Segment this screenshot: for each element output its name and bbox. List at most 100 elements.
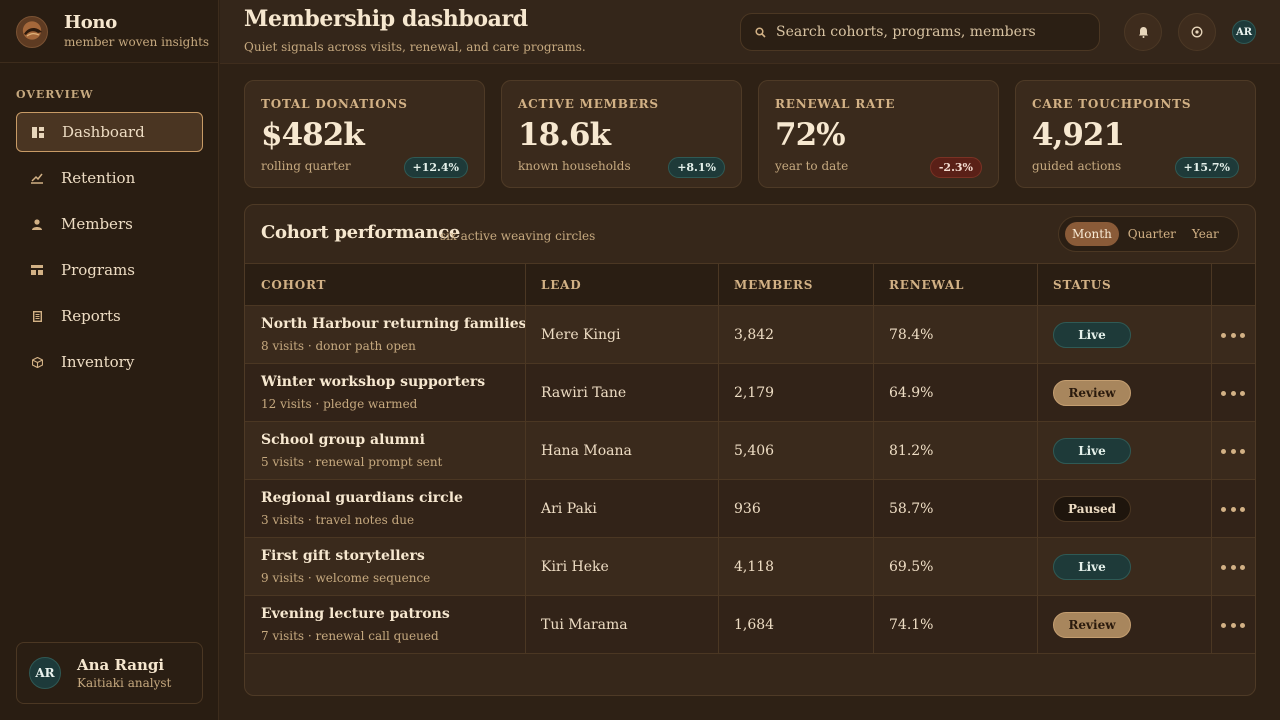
column-header-lead[interactable]: LEAD	[541, 277, 582, 292]
sidebar-divider	[0, 62, 219, 63]
stat-card-members[interactable]: ACTIVE MEMBERS 18.6k known households +8…	[501, 80, 742, 188]
bell-icon	[1138, 23, 1149, 42]
status-badge: Live	[1053, 322, 1131, 348]
sidebar-item-reports[interactable]: Reports	[16, 296, 203, 336]
help-button[interactable]	[1178, 13, 1216, 51]
cohort-renewal: 64.9%	[889, 385, 934, 401]
stat-card-touchpoints[interactable]: CARE TOUCHPOINTS 4,921 guided actions +1…	[1015, 80, 1256, 188]
period-year-button[interactable]: Year	[1191, 227, 1219, 241]
stat-note: known households	[518, 159, 631, 173]
page-subtitle: Quiet signals across visits, renewal, an…	[244, 40, 586, 54]
stat-value: 18.6k	[518, 117, 611, 153]
more-options-icon[interactable]	[1221, 442, 1245, 460]
cohort-meta: 9 visits · welcome sequence	[261, 571, 431, 585]
stat-delta-badge: +12.4%	[403, 157, 468, 178]
more-options-icon[interactable]	[1221, 558, 1245, 576]
search-icon	[755, 23, 766, 42]
brand-tagline: member woven insights	[64, 35, 210, 49]
column-header-members[interactable]: MEMBERS	[734, 277, 814, 292]
sidebar-item-members[interactable]: Members	[16, 204, 203, 244]
dashboard-icon	[31, 125, 45, 139]
cohort-lead: Kiri Heke	[541, 559, 609, 575]
stat-delta-badge: +15.7%	[1174, 157, 1239, 178]
table-row[interactable]: North Harbour returning families 8 visit…	[245, 306, 1255, 364]
page-title: Membership dashboard	[244, 6, 528, 32]
cohort-meta: 5 visits · renewal prompt sent	[261, 455, 443, 469]
cohort-name: Evening lecture patrons	[261, 606, 450, 622]
cohort-members: 2,179	[734, 385, 775, 401]
cohort-members: 936	[734, 501, 761, 517]
more-options-icon[interactable]	[1221, 500, 1245, 518]
stat-value: 4,921	[1032, 117, 1125, 153]
table-row[interactable]: School group alumni 5 visits · renewal p…	[245, 422, 1255, 480]
status-badge: Live	[1053, 554, 1131, 580]
sidebar-item-dashboard[interactable]: Dashboard	[16, 112, 203, 152]
cohort-meta: 3 visits · travel notes due	[261, 513, 415, 527]
period-selector: Month Quarter Year	[1058, 216, 1239, 252]
cohort-lead: Hana Moana	[541, 443, 632, 459]
person-icon	[30, 217, 44, 231]
user-name: Ana Rangi	[77, 656, 165, 674]
table-row[interactable]: Winter workshop supporters 12 visits · p…	[245, 364, 1255, 422]
sidebar-item-retention[interactable]: Retention	[16, 158, 203, 198]
status-badge: Review	[1053, 380, 1131, 406]
cohort-name: Winter workshop supporters	[261, 374, 486, 390]
cohort-performance-panel: Cohort performance six active weaving ci…	[244, 204, 1256, 696]
sidebar-item-label: Retention	[61, 169, 136, 187]
stat-card-renewal[interactable]: RENEWAL RATE 72% year to date -2.3%	[758, 80, 999, 188]
header-avatar[interactable]: AR	[1232, 20, 1256, 44]
user-role: Kaitiaki analyst	[77, 676, 172, 690]
table-row[interactable]: Regional guardians circle 3 visits · tra…	[245, 480, 1255, 538]
stat-note: rolling quarter	[261, 159, 351, 173]
sidebar-item-inventory[interactable]: Inventory	[16, 342, 203, 382]
search-bar[interactable]	[740, 13, 1100, 51]
cohort-lead: Rawiri Tane	[541, 385, 627, 401]
stat-card-donations[interactable]: TOTAL DONATIONS $482k rolling quarter +1…	[244, 80, 485, 188]
sidebar: Hono member woven insights OVERVIEW Dash…	[0, 0, 219, 720]
cohort-renewal: 69.5%	[889, 559, 934, 575]
cohort-renewal: 58.7%	[889, 501, 934, 517]
panel-title: Cohort performance	[261, 222, 461, 243]
cohort-lead: Ari Paki	[541, 501, 597, 517]
panel-subtitle: six active weaving circles	[440, 229, 596, 243]
more-options-icon[interactable]	[1221, 616, 1245, 634]
cohort-name: First gift storytellers	[261, 548, 425, 564]
column-header-status[interactable]: STATUS	[1053, 277, 1112, 292]
table-row[interactable]: Evening lecture patrons 7 visits · renew…	[245, 596, 1255, 654]
programs-icon	[30, 263, 44, 277]
column-header-renewal[interactable]: RENEWAL	[889, 277, 965, 292]
more-options-icon[interactable]	[1221, 326, 1245, 344]
column-header-cohort[interactable]: COHORT	[261, 277, 327, 292]
sidebar-item-label: Members	[61, 215, 133, 233]
page-header: Membership dashboard Quiet signals acros…	[220, 0, 1280, 64]
period-month-button[interactable]: Month	[1065, 222, 1119, 246]
stat-label: CARE TOUCHPOINTS	[1032, 97, 1192, 111]
sidebar-item-label: Programs	[61, 261, 135, 279]
status-badge: Live	[1053, 438, 1131, 464]
cohort-lead: Mere Kingi	[541, 327, 621, 343]
user-profile-card[interactable]: AR Ana Rangi Kaitiaki analyst	[16, 642, 203, 704]
cohort-lead: Tui Marama	[541, 617, 628, 633]
cohort-renewal: 74.1%	[889, 617, 934, 633]
column-divider	[1211, 263, 1212, 653]
table-row[interactable]: First gift storytellers 9 visits · welco…	[245, 538, 1255, 596]
cohort-members: 5,406	[734, 443, 775, 459]
brand[interactable]: Hono member woven insights	[16, 12, 211, 52]
stat-delta-badge: -2.3%	[929, 157, 982, 178]
notifications-button[interactable]	[1124, 13, 1162, 51]
avatar: AR	[29, 657, 61, 689]
sidebar-nav: Dashboard Retention Members Programs Rep…	[16, 112, 203, 388]
cohort-name: School group alumni	[261, 432, 425, 448]
sidebar-item-label: Inventory	[61, 353, 135, 371]
sidebar-item-programs[interactable]: Programs	[16, 250, 203, 290]
box-icon	[30, 355, 44, 369]
search-input[interactable]	[776, 24, 1076, 40]
period-quarter-button[interactable]: Quarter	[1127, 227, 1176, 241]
stat-label: TOTAL DONATIONS	[261, 97, 408, 111]
status-badge: Review	[1053, 612, 1131, 638]
table-header: COHORT LEAD MEMBERS RENEWAL STATUS	[245, 263, 1255, 306]
more-options-icon[interactable]	[1221, 384, 1245, 402]
stat-note: year to date	[775, 159, 849, 173]
cohort-renewal: 78.4%	[889, 327, 934, 343]
stat-label: ACTIVE MEMBERS	[518, 97, 659, 111]
